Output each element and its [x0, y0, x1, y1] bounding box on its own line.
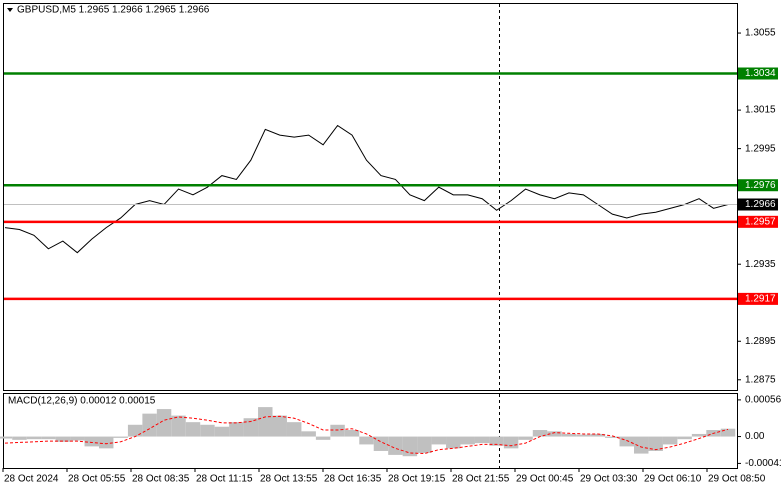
level-label-bg	[738, 67, 778, 80]
x-tick-label: 28 Oct 21:55	[452, 474, 510, 485]
histogram-bar	[55, 436, 71, 442]
histogram-bar	[113, 436, 128, 438]
histogram-bar	[518, 436, 533, 440]
histogram-bar	[41, 436, 56, 440]
x-tick-label: 28 Oct 19:15	[388, 474, 446, 485]
y-tick-label: 1.2875	[745, 374, 776, 385]
histogram-bar	[590, 433, 606, 437]
x-tick-label: 28 Oct 05:55	[68, 474, 126, 485]
histogram-bar	[200, 424, 215, 437]
histogram-bar	[70, 436, 85, 441]
histogram-bar	[446, 436, 461, 449]
level-label: 1.2957	[745, 216, 776, 227]
histogram-bar	[12, 436, 27, 440]
main-panel	[3, 3, 738, 391]
histogram-bar	[720, 428, 736, 437]
histogram-bar	[547, 431, 562, 437]
histogram-bar	[431, 436, 447, 445]
y-tick-label: 1.3015	[745, 105, 776, 116]
histogram-bar	[84, 436, 99, 447]
level-label-bg	[738, 179, 778, 192]
current-price-label: 1.2966	[745, 199, 776, 210]
histogram-bar	[532, 430, 548, 437]
x-tick-label: 29 Oct 00:45	[516, 474, 574, 485]
histogram-bar	[243, 418, 259, 437]
level-label-bg	[738, 215, 778, 228]
x-tick-label: 28 Oct 13:55	[260, 474, 318, 485]
histogram-bar	[576, 434, 591, 437]
y-tick-label: 1.2895	[745, 336, 776, 347]
y-tick-label: 0.00	[745, 431, 765, 442]
histogram-bar	[185, 422, 201, 437]
histogram-bar	[677, 436, 692, 440]
histogram-bar	[156, 409, 172, 437]
histogram-bar	[662, 436, 678, 445]
histogram-bar	[98, 436, 114, 449]
histogram-bar	[619, 436, 635, 447]
histogram-bar	[388, 436, 403, 455]
y-tick-label: 1.3055	[745, 28, 776, 39]
histogram-bar	[605, 436, 620, 438]
histogram-bar	[489, 436, 504, 446]
histogram-bar	[402, 436, 418, 457]
histogram-bar	[214, 426, 230, 437]
price-line	[4, 124, 729, 254]
histogram-bar	[344, 430, 360, 437]
signal-line	[4, 415, 729, 455]
level-label-bg	[738, 292, 778, 305]
x-tick-label: 28 Oct 2024	[4, 474, 59, 485]
macd-panel	[3, 393, 738, 469]
histogram-bar	[142, 413, 157, 437]
histogram-bar	[330, 424, 345, 437]
y-tick-label: 1.2995	[745, 143, 776, 154]
histogram-bar	[417, 436, 432, 453]
current-price-bg	[738, 198, 778, 211]
histogram-bar	[171, 415, 186, 437]
x-tick-label: 28 Oct 11:15	[196, 474, 253, 485]
histogram-bar	[460, 436, 475, 445]
level-label: 1.2976	[745, 180, 776, 191]
histogram-bar	[0, 436, 13, 439]
histogram-bar	[634, 436, 649, 454]
histogram-bar	[474, 436, 490, 444]
histogram-bar	[503, 436, 519, 449]
histogram-bar	[373, 436, 389, 451]
histogram-bar	[258, 407, 273, 437]
macd-title: MACD(12,26,9) 0.00012 0.00015	[8, 396, 156, 407]
level-label: 1.3034	[745, 68, 776, 79]
histogram-bar	[286, 422, 302, 437]
histogram-bar	[301, 431, 316, 437]
x-tick-label: 28 Oct 08:35	[132, 474, 190, 485]
histogram-bar	[272, 415, 287, 437]
header: GBPUSD,M5 1.2965 1.2966 1.2965 1.2966	[17, 5, 210, 16]
y-tick-label: 0.00056	[745, 395, 781, 406]
y-tick-label: -0.00041	[745, 458, 781, 469]
level-label: 1.2917	[745, 294, 776, 305]
histogram-bar	[315, 436, 331, 440]
histogram-bar	[229, 422, 244, 437]
header-arrow	[7, 8, 13, 12]
histogram-bar	[648, 436, 663, 451]
histogram-bar	[127, 424, 143, 437]
x-tick-label: 29 Oct 03:30	[580, 474, 638, 485]
histogram-bar	[359, 436, 374, 445]
y-tick-label: 1.2935	[745, 259, 776, 270]
x-tick-label: 29 Oct 06:10	[644, 474, 702, 485]
histogram-bar	[561, 433, 577, 437]
x-tick-label: 29 Oct 08:50	[708, 474, 766, 485]
histogram-bar	[691, 433, 707, 437]
x-tick-label: 28 Oct 16:35	[324, 474, 382, 485]
histogram-bar	[26, 436, 42, 440]
